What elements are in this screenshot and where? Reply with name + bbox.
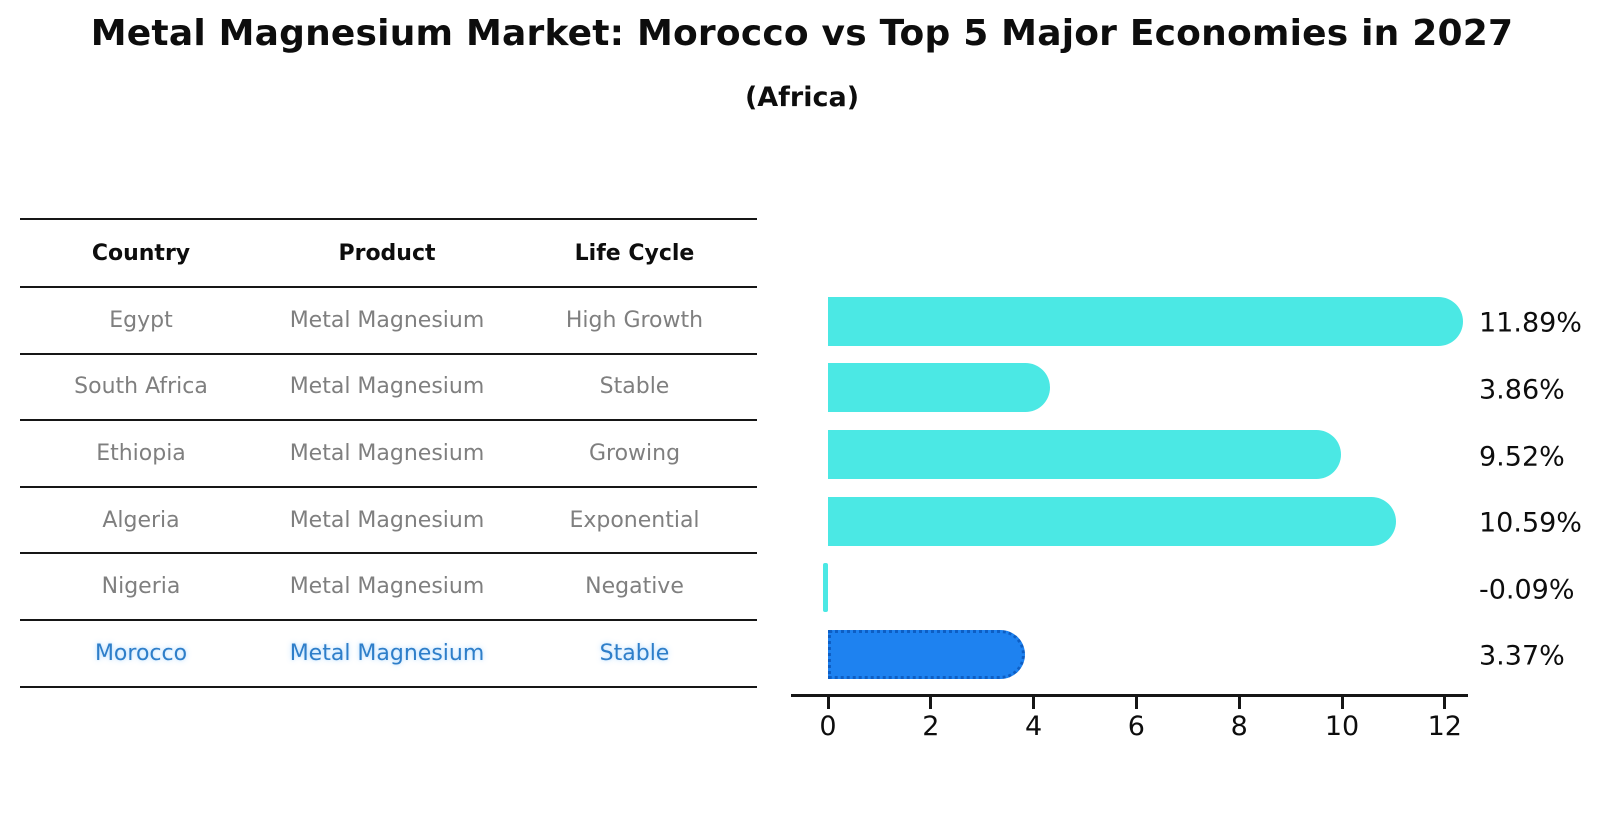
x-tick-mark <box>1237 697 1241 709</box>
table-row-south-africa: South Africa Metal Magnesium Stable <box>20 355 757 422</box>
table-row-algeria: Algeria Metal Magnesium Exponential <box>20 488 757 555</box>
table-cell-country: Nigeria <box>101 574 181 600</box>
table-row-egypt: Egypt Metal Magnesium High Growth <box>20 288 757 355</box>
bar-algeria <box>828 496 1397 546</box>
x-tick-label: 12 <box>1427 711 1462 742</box>
x-axis-line <box>791 694 1468 697</box>
x-tick-label: 8 <box>1230 711 1248 742</box>
table-cell-country: Egypt <box>109 307 173 333</box>
table-cell-life-cycle: Growing <box>588 440 681 466</box>
x-tick-mark <box>826 697 830 709</box>
table-cell-country: South Africa <box>74 374 208 400</box>
table-cell-country: Ethiopia <box>96 440 186 466</box>
x-tick-mark <box>1032 697 1036 709</box>
table-row-morocco: Morocco Metal Magnesium Stable <box>20 621 757 688</box>
table-cell-country: Morocco <box>94 640 188 666</box>
x-tick-label: 10 <box>1324 711 1360 742</box>
table-body: Egypt Metal Magnesium High Growth South … <box>20 288 757 688</box>
table-cell-product: Metal Magnesium <box>289 507 485 533</box>
table-cell-product: Metal Magnesium <box>289 440 485 466</box>
x-tick-label: 2 <box>922 711 940 742</box>
bar-south-africa <box>828 363 1051 413</box>
table-cell-product: Metal Magnesium <box>289 307 485 333</box>
bar-value-label: 3.86% <box>1479 374 1565 406</box>
country-table: Country Product Life Cycle Egypt Metal M… <box>20 218 757 688</box>
x-tick-mark <box>1443 697 1447 709</box>
table-cell-life-cycle: Exponential <box>569 507 700 533</box>
bar-egypt <box>828 296 1464 346</box>
chart-subtitle: (Africa) <box>744 82 860 113</box>
table-row-nigeria: Nigeria Metal Magnesium Negative <box>20 554 757 621</box>
bar-value-label: 10.59% <box>1479 507 1582 539</box>
bar-morocco <box>828 629 1026 679</box>
table-cell-life-cycle: Stable <box>599 640 670 666</box>
bar-value-label: 11.89% <box>1479 307 1582 339</box>
table-cell-life-cycle: Negative <box>585 574 684 600</box>
table-cell-country: Algeria <box>102 507 180 533</box>
table-cell-product: Metal Magnesium <box>289 374 485 400</box>
column-header-product: Product <box>338 240 436 266</box>
bar-value-label: 9.52% <box>1479 441 1565 472</box>
bar-nigeria <box>823 563 828 613</box>
x-tick-mark <box>1134 697 1138 709</box>
table-cell-product: Metal Magnesium <box>289 640 485 666</box>
table-cell-product: Metal Magnesium <box>289 574 485 600</box>
x-tick-mark <box>1340 697 1344 709</box>
x-tick-label: 0 <box>819 711 837 742</box>
bar-value-label: -0.09% <box>1479 574 1575 606</box>
column-header-country: Country <box>91 240 191 266</box>
bar-ethiopia <box>828 430 1342 479</box>
table-row-ethiopia: Ethiopia Metal Magnesium Growing <box>20 421 757 488</box>
table-header-row: Country Product Life Cycle <box>20 218 757 288</box>
table-cell-life-cycle: Stable <box>599 374 670 400</box>
x-tick-mark <box>929 697 933 709</box>
column-header-life-cycle: Life Cycle <box>574 240 695 266</box>
chart-title: Metal Magnesium Market: Morocco vs Top 5… <box>90 13 1514 54</box>
table-cell-life-cycle: High Growth <box>565 307 704 333</box>
x-tick-label: 6 <box>1127 711 1145 742</box>
bar-value-label: 3.37% <box>1479 640 1565 672</box>
x-tick-label: 4 <box>1025 711 1043 742</box>
